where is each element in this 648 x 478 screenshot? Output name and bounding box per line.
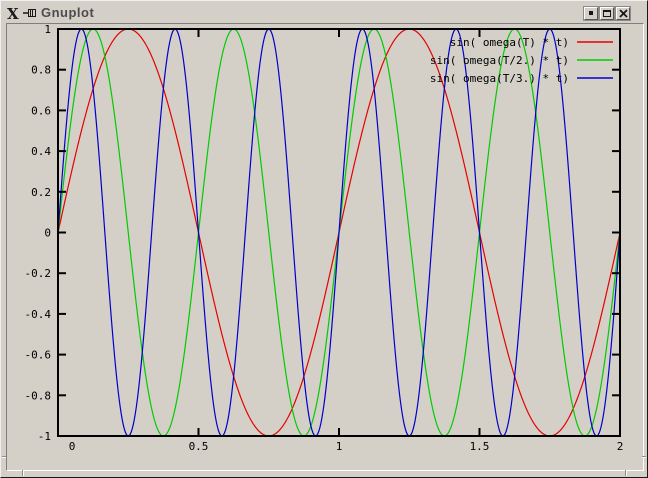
plot-area: 0 0.5 1 1.5 2 -1 -0.8 -0.6 -0.4 -0.2 0 0.2 0.4 0.6 0.8… xyxy=(6,23,644,471)
legend-label-1: sin( omega(T/2.) * t) xyxy=(430,54,569,67)
x-tick-label: 0.5 xyxy=(189,440,209,453)
y-tick-label: 0 xyxy=(44,227,51,240)
plot-svg: 0 0.5 1 1.5 2 -1 -0.8 -0.6 -0.4 -0.2 0 0.2 0.4 0.6 0.8… xyxy=(25,24,624,453)
x-tick-label: 1 xyxy=(336,440,343,453)
maximize-button[interactable] xyxy=(600,6,614,20)
x-tick-label: 0 xyxy=(69,440,76,453)
resize-grip[interactable] xyxy=(22,470,23,476)
y-tick-label: 0.6 xyxy=(31,104,51,117)
legend-label-2: sin( omega(T/3.) * t) xyxy=(430,72,569,85)
y-tick-label: 0.8 xyxy=(31,64,51,77)
window-titlebar[interactable]: X Gnuplot xyxy=(5,4,643,22)
close-icon xyxy=(618,8,628,18)
y-tick-label: -0.4 xyxy=(25,308,52,321)
y-tick-label: -1 xyxy=(38,430,51,443)
y-tick-label: -0.6 xyxy=(25,349,52,362)
maximize-icon xyxy=(603,9,611,17)
legend-label-0: sin( omega(T) * t) xyxy=(450,36,569,49)
series-line-2 xyxy=(57,28,621,437)
y-tick-label: -0.2 xyxy=(25,267,52,280)
x-tick-label: 1.5 xyxy=(470,440,490,453)
svg-text:X: X xyxy=(7,6,19,21)
x11-logo-icon: X xyxy=(7,6,22,21)
y-tick-label: -0.8 xyxy=(25,389,52,402)
close-button[interactable] xyxy=(616,6,630,20)
resize-grip[interactable] xyxy=(625,470,626,476)
window-controls xyxy=(584,6,643,20)
window-pin-icon xyxy=(23,7,37,19)
y-tick-label: 1 xyxy=(44,24,51,36)
resize-grip[interactable] xyxy=(2,456,6,457)
y-tick-label: 0.2 xyxy=(31,186,51,199)
minimize-icon xyxy=(589,11,593,15)
window-title: Gnuplot xyxy=(41,5,95,20)
minimize-button[interactable] xyxy=(584,6,598,20)
y-tick-label: 0.4 xyxy=(31,145,51,158)
x-tick-label: 2 xyxy=(617,440,624,453)
resize-grip[interactable] xyxy=(642,456,646,457)
